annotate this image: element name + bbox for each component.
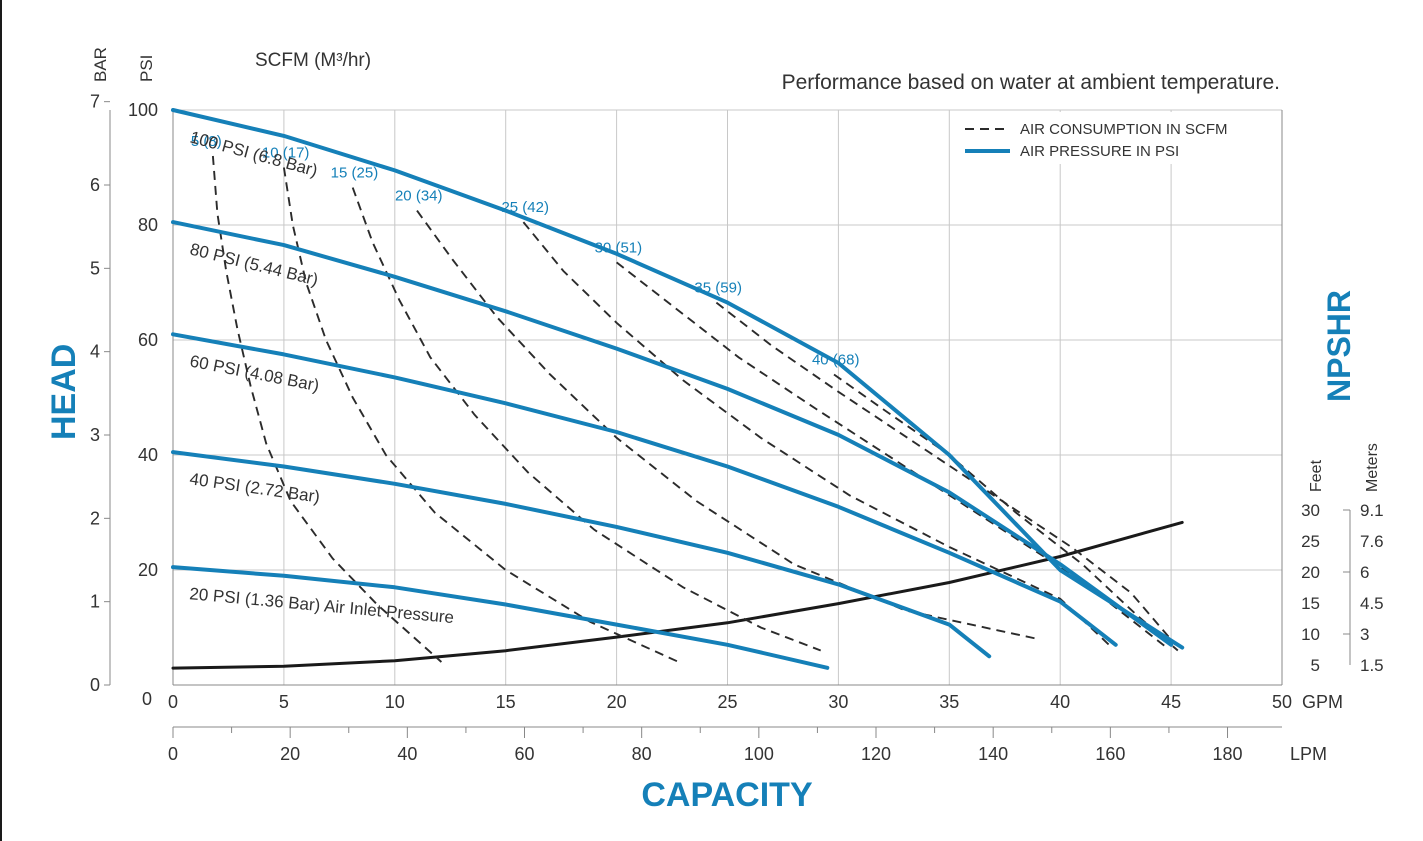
lpm-tick-label: 100 xyxy=(744,744,774,764)
psi-tick-label: 60 xyxy=(138,330,158,350)
air-pressure-curve xyxy=(171,108,1185,650)
air-consumption-curve xyxy=(282,167,680,663)
psi-tick-label: 80 xyxy=(138,215,158,235)
air-consumption-curve xyxy=(211,155,443,663)
npshr-feet-tick-label: 25 xyxy=(1301,532,1320,551)
scfm-axis-label: SCFM (M³/hr) xyxy=(255,50,371,71)
lpm-tick-labels: 0 20 40 60 80 100 120 140 160 180 xyxy=(168,727,1243,764)
npshr-meters-tick-label: 7.6 xyxy=(1360,532,1384,551)
bar-tick-labels: 0 1 2 3 4 5 6 7 xyxy=(90,92,110,695)
npshr-feet-tick-label: 20 xyxy=(1301,563,1320,582)
chart-legend: AIR CONSUMPTION IN SCFM AIR PRESSURE IN … xyxy=(955,112,1280,164)
npshr-feet-tick-label: 30 xyxy=(1301,501,1320,520)
capacity-axis-title: CAPACITY xyxy=(641,776,813,814)
window-left-border xyxy=(0,0,2,841)
npshr-feet-tick-label: 10 xyxy=(1301,625,1320,644)
npshr-meters-label: Meters xyxy=(1364,443,1381,492)
gpm-tick-label: 35 xyxy=(939,692,959,712)
air-consumption-label: 35 (59) xyxy=(694,280,742,297)
lpm-unit-label: LPM xyxy=(1290,744,1327,764)
npshr-meters-tick-label: 9.1 xyxy=(1360,501,1384,520)
gpm-tick-label: 50 xyxy=(1272,692,1292,712)
gpm-tick-label: 5 xyxy=(279,692,289,712)
bar-tick-label: 3 xyxy=(90,425,100,445)
psi-tick-label: 20 xyxy=(138,560,158,580)
psi-tick-label: 100 xyxy=(128,100,158,120)
air-consumption-curve xyxy=(522,221,1110,646)
gpm-unit-label: GPM xyxy=(1302,692,1343,712)
air-pressure-label: 80 PSI (5.44 Bar) xyxy=(188,240,320,290)
bar-tick-label: 6 xyxy=(90,175,100,195)
air-pressure-layer xyxy=(171,108,1185,670)
gpm-tick-label: 25 xyxy=(717,692,737,712)
air-pressure-curve xyxy=(171,332,1118,647)
gpm-tick-label: 10 xyxy=(385,692,405,712)
npshr-meters-tick-label: 4.5 xyxy=(1360,594,1384,613)
npshr-feet-tick-label: 5 xyxy=(1311,656,1320,675)
air-consumption-curve xyxy=(715,301,1177,646)
air-consumption-label: 10 (17) xyxy=(262,145,310,162)
air-consumption-label: 15 (25) xyxy=(331,165,379,182)
air-consumption-curve xyxy=(351,187,822,652)
legend-air-consumption-label: AIR CONSUMPTION IN SCFM xyxy=(1020,121,1228,138)
head-axis-title: HEAD xyxy=(45,344,83,440)
lpm-tick-label: 120 xyxy=(861,744,891,764)
gpm-tick-label: 20 xyxy=(607,692,627,712)
lpm-tick-label: 60 xyxy=(514,744,534,764)
performance-note: Performance based on water at ambient te… xyxy=(782,71,1280,94)
gpm-tick-label: 0 xyxy=(168,692,178,712)
air-consumption-label: 30 (51) xyxy=(595,239,643,256)
npshr-curve-layer xyxy=(171,520,1184,670)
bar-tick-label: 1 xyxy=(90,592,100,612)
gpm-tick-label: 15 xyxy=(496,692,516,712)
air-consumption-curve xyxy=(833,373,1179,652)
legend-box xyxy=(955,112,1280,164)
air-pressure-curve xyxy=(171,565,830,670)
npshr-meters-tick-label: 1.5 xyxy=(1360,656,1384,675)
air-pressure-curve xyxy=(171,220,1174,647)
air-consumption-label: 25 (42) xyxy=(501,199,549,216)
gpm-tick-labels: 0 5 10 15 20 25 30 35 40 45 50 xyxy=(168,692,1292,712)
lpm-tick-label: 180 xyxy=(1212,744,1242,764)
npshr-curve xyxy=(171,520,1184,670)
air-consumption-label: 20 (34) xyxy=(395,188,443,205)
air-pressure-curve xyxy=(171,450,992,659)
gpm-tick-label: 45 xyxy=(1161,692,1181,712)
psi-unit-label: PSI xyxy=(137,55,156,82)
npshr-meters-tick-label: 6 xyxy=(1360,563,1369,582)
gpm-tick-label: 30 xyxy=(828,692,848,712)
air-consumption-label: 5 (8) xyxy=(191,133,222,150)
lpm-tick-label: 160 xyxy=(1095,744,1125,764)
npshr-meters-tick-label: 3 xyxy=(1360,625,1369,644)
psi-tick-label: 0 xyxy=(142,689,152,709)
air-pressure-label: 40 PSI (2.72 Bar) xyxy=(188,469,321,506)
bar-tick-label: 0 xyxy=(90,675,100,695)
air-consumption-labels: 5 (8) 10 (17) 15 (25) 20 (34) 25 (42) 30 (51)… xyxy=(191,133,860,369)
lpm-tick-label: 0 xyxy=(168,744,178,764)
npshr-feet-label: Feet xyxy=(1308,459,1325,492)
psi-tick-label: 40 xyxy=(138,445,158,465)
bar-unit-label: BAR xyxy=(91,47,110,82)
chart-grid xyxy=(173,109,1282,685)
lpm-tick-label: 80 xyxy=(632,744,652,764)
legend-air-pressure-label: AIR PRESSURE IN PSI xyxy=(1020,143,1179,160)
npshr-axis-title: NPSHR xyxy=(1321,290,1357,402)
bar-tick-label: 7 xyxy=(90,92,100,112)
lpm-tick-label: 20 xyxy=(280,744,300,764)
lpm-tick-label: 140 xyxy=(978,744,1008,764)
npshr-tick-labels: 30 9.1 25 7.6 20 6 15 4.5 10 3 5 1.5 xyxy=(1301,501,1384,675)
psi-tick-labels: 0 20 40 60 80 100 xyxy=(128,100,158,709)
bar-tick-label: 4 xyxy=(90,342,100,362)
npshr-feet-tick-label: 15 xyxy=(1301,594,1320,613)
air-consumption-label: 40 (68) xyxy=(812,352,860,369)
lpm-tick-label: 40 xyxy=(397,744,417,764)
bar-tick-label: 5 xyxy=(90,258,100,278)
air-consumption-layer xyxy=(211,155,1179,663)
gpm-tick-label: 40 xyxy=(1050,692,1070,712)
bar-tick-label: 2 xyxy=(90,508,100,528)
